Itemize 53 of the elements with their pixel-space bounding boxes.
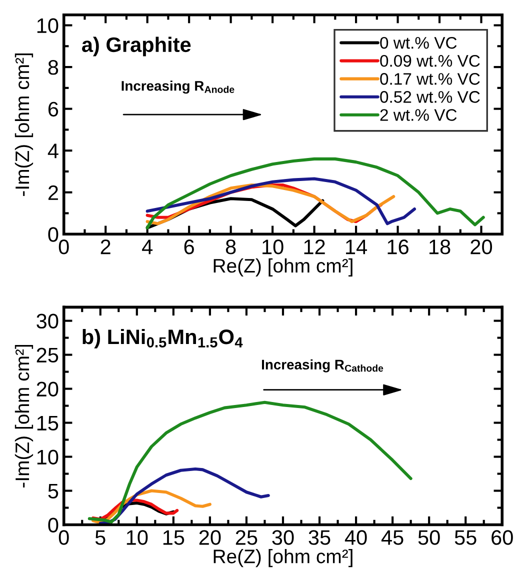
line-series [146,177,416,226]
y-tick-label: 8 [48,60,58,75]
text: b) LiNi$_{0.5}$Mn$_{1.5}$O$_{4}$ [82,328,243,348]
x-tick-label: 2 [100,240,110,254]
x-tick-label: 35 [308,530,330,545]
line-series [98,467,270,525]
x-tick-label: 45 [381,530,404,545]
legend-label: 0.52 wt.% VC [380,91,480,103]
annotation: Increasing R$_{Anode}$ [122,80,234,94]
legend-label: 0 wt.% VC [380,36,457,49]
legend-label: 0.17 wt.% VC [380,73,480,85]
y-tick-label: 25 [36,348,58,363]
x-tick-label: 55 [454,530,476,545]
x-tick-label: 25 [236,530,258,545]
y-tick-label: 6 [48,102,58,117]
y-tick-label: 0 [48,227,58,242]
x-tick-label: 18 [430,240,450,254]
x-tick-label: 20 [199,530,221,545]
x-axis-title: Re(Z) [ohm cm²] [214,549,352,568]
legend-label: 2 wt.% VC [380,109,457,121]
annotation: Increasing R$_{Cathode}$ [262,359,384,372]
x-tick-label: 14 [346,240,368,254]
x-tick-label: 60 [492,530,513,545]
legend-label: 0.09 wt.% VC [380,54,480,67]
y-tick-label: 4 [48,144,58,158]
x-tick-label: 30 [272,530,294,545]
y-tick-label: 30 [36,314,58,329]
y-tick-label: 5 [48,484,58,499]
y-axis-title: -Im(Z) [ohm cm²] [14,344,34,488]
y-axis-title: -Im(Z) [ohm cm²] [14,53,34,196]
y-tick-label: 0 [48,518,58,533]
x-tick-label: 8 [226,240,236,254]
x-tick-label: 10 [262,240,284,254]
x-tick-label: 0 [58,240,69,254]
y-tick-label: 10 [37,18,58,34]
x-tick-label: 0 [58,530,69,545]
y-tick-label: 10 [37,450,58,465]
x-tick-label: 40 [344,530,367,545]
text: a) Graphite [82,36,191,56]
x-tick-label: 12 [304,240,325,254]
x-tick-label: 20 [470,240,492,254]
y-tick-label: 20 [36,382,58,397]
line-series [88,400,412,524]
x-tick-label: 10 [126,530,148,545]
y-tick-label: 15 [37,416,58,431]
x-tick-label: 5 [95,530,106,545]
x-tick-label: 50 [418,530,440,545]
x-axis-title: Re(Z) [ohm cm²] [214,258,352,277]
y-tick-label: 2 [48,185,58,200]
x-tick-label: 4 [142,240,153,254]
x-tick-label: 15 [163,530,184,545]
x-tick-label: 16 [388,240,408,254]
x-tick-label: 6 [184,240,194,254]
